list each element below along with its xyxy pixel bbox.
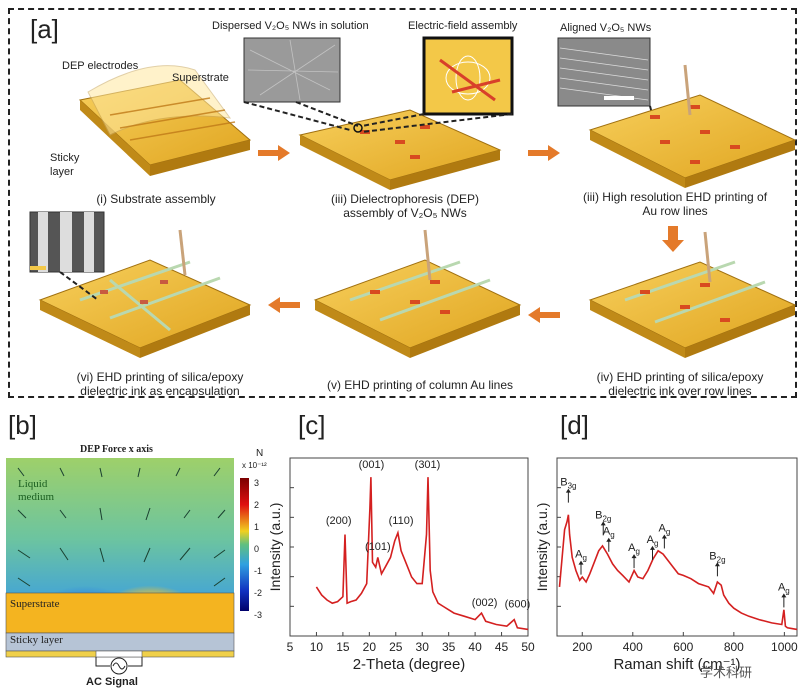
column-lines-board-illustration bbox=[313, 229, 522, 358]
x-tick-label: 200 bbox=[572, 640, 592, 654]
peak-arrowhead bbox=[600, 521, 606, 526]
y-axis-label: Intensity (a.u.) bbox=[270, 503, 283, 592]
panel-b-label: [b] bbox=[8, 410, 37, 440]
peak-arrowhead bbox=[606, 537, 612, 542]
x-tick-label: 50 bbox=[521, 640, 535, 654]
panel-b-simulation bbox=[5, 458, 249, 675]
colorbar-tick: 3 bbox=[254, 478, 260, 488]
force-arrows bbox=[17, 467, 226, 587]
colorbar-ticks: 3 2 1 0 -1 -2 -3 bbox=[254, 472, 262, 626]
peak-label: (101) bbox=[365, 541, 391, 553]
peak-label: (301) bbox=[415, 459, 441, 471]
ac-signal-label: AC Signal bbox=[86, 676, 138, 688]
peak-arrowhead bbox=[631, 554, 637, 559]
peak-arrowhead bbox=[714, 562, 720, 567]
step-4-caption: (iv) EHD printing of silica/epoxy dielect… bbox=[596, 370, 764, 398]
panel-b-title: DEP Force x axis bbox=[80, 444, 153, 455]
x-tick-label: 20 bbox=[363, 640, 377, 654]
colorbar-tick: 0 bbox=[254, 544, 260, 554]
x-axis-label: Raman shift (cm⁻¹) bbox=[613, 656, 740, 673]
label-sticky-1: Sticky bbox=[50, 152, 80, 164]
colorbar-exp: x 10⁻¹² bbox=[242, 461, 267, 470]
colorbar-tick: -2 bbox=[254, 588, 263, 598]
dep-board-illustration bbox=[298, 109, 502, 190]
colorbar-tick: -3 bbox=[254, 610, 263, 620]
peak-label: (002) bbox=[472, 597, 498, 609]
peak-label: (600) bbox=[505, 598, 531, 610]
peak-label: (110) bbox=[389, 515, 414, 527]
label-field-assembly: Electric-field assembly bbox=[408, 20, 518, 32]
peak-label: Ag bbox=[575, 549, 587, 563]
panel-a-illustrations bbox=[29, 36, 797, 358]
peak-label: Ag bbox=[658, 522, 670, 536]
raman-chart: 200 400 600 800 1000 Raman shift (cm⁻¹) Intens… bbox=[535, 457, 798, 673]
x-axis-label: 2-Theta (degree) bbox=[353, 656, 466, 673]
y-axis-label: Intensity (a.u.) bbox=[535, 503, 550, 592]
ehd-row-board-illustration bbox=[588, 64, 797, 188]
step-1-caption: (i) Substrate assembly bbox=[96, 192, 216, 206]
dielectric-rows-board-illustration bbox=[588, 231, 797, 358]
label-sticky-2: layer bbox=[50, 166, 74, 178]
x-tick-label: 5 bbox=[287, 640, 294, 654]
x-tick-label: 800 bbox=[724, 640, 744, 654]
data-line bbox=[558, 514, 798, 631]
label-aligned: Aligned V₂O₅ NWs bbox=[560, 22, 652, 34]
liquid-label-2: medium bbox=[18, 491, 55, 503]
colorbar-tick: 1 bbox=[254, 522, 260, 532]
x-tick-label: 40 bbox=[468, 640, 482, 654]
watermark: 学术科研 bbox=[700, 665, 753, 680]
colorbar-tick: 2 bbox=[254, 500, 260, 510]
step-3-caption: (iii) High resolution EHD printing of Au … bbox=[582, 190, 768, 218]
x-tick-label: 30 bbox=[416, 640, 430, 654]
substrate-assembly-illustration bbox=[78, 65, 252, 176]
liquid-label-1: Liquid bbox=[18, 478, 48, 490]
x-tick-label: 25 bbox=[389, 640, 403, 654]
peak-label: Ag bbox=[778, 581, 790, 595]
sticky-layer-label: Sticky layer bbox=[10, 634, 63, 646]
peak-label: B2g bbox=[595, 509, 611, 523]
plot-frame bbox=[556, 457, 798, 637]
x-tick-label: 1000 bbox=[771, 640, 798, 654]
peak-arrowhead bbox=[565, 488, 571, 493]
encapsulation-board-illustration bbox=[38, 229, 252, 358]
step-2-caption: (iii) Dielectrophoresis (DEP) assembly of… bbox=[330, 192, 480, 220]
panel-a-label: [a] bbox=[30, 14, 59, 44]
panel-c-label: [c] bbox=[298, 410, 326, 440]
x-tick-label: 15 bbox=[336, 640, 350, 654]
peak-label: Ag bbox=[603, 526, 615, 540]
peak-label: Ag bbox=[628, 542, 640, 556]
x-tick-label: 400 bbox=[623, 640, 643, 654]
peak-arrowhead bbox=[661, 534, 667, 539]
label-dispersed: Dispersed V₂O₅ NWs in solution bbox=[212, 20, 369, 32]
peak-label: (001) bbox=[359, 459, 385, 471]
peak-label: (200) bbox=[326, 515, 352, 527]
x-tick-label: 10 bbox=[310, 640, 324, 654]
colorbar bbox=[240, 478, 249, 611]
peak-label: Ag bbox=[647, 534, 659, 548]
superstrate-label: Superstrate bbox=[10, 598, 60, 610]
plot-frame bbox=[289, 457, 529, 637]
x-tick-label: 35 bbox=[442, 640, 456, 654]
x-tick-label: 45 bbox=[495, 640, 509, 654]
label-superstrate: Superstrate bbox=[172, 72, 229, 84]
peak-arrowhead bbox=[781, 593, 787, 598]
peak-label: B3g bbox=[560, 477, 576, 491]
peak-arrowhead bbox=[649, 545, 655, 550]
label-dep-electrodes: DEP electrodes bbox=[62, 60, 139, 72]
xrd-chart: 5 10 15 20 25 30 35 40 45 50 2-Theta (degree) Inten… bbox=[270, 457, 535, 673]
peak-label: B2g bbox=[709, 550, 725, 564]
data-line bbox=[315, 477, 529, 631]
step-5-caption: (v) EHD printing of column Au lines bbox=[326, 378, 514, 392]
colorbar-tick: -1 bbox=[254, 566, 263, 576]
panel-d-label: [d] bbox=[560, 410, 589, 440]
peak-arrowhead bbox=[578, 560, 584, 565]
x-tick-label: 600 bbox=[673, 640, 693, 654]
panel-a-frame bbox=[8, 8, 797, 398]
colorbar-unit: N bbox=[256, 448, 264, 459]
step-6-caption: (vi) EHD printing of silica/epoxy dielect… bbox=[76, 370, 244, 398]
